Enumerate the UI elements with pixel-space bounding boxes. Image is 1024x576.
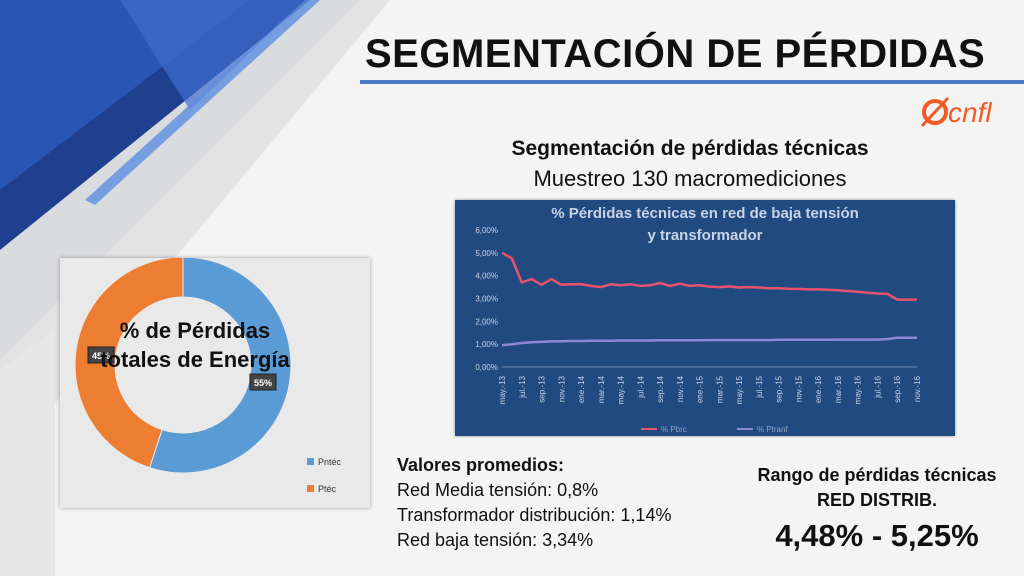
series-line <box>501 251 917 301</box>
data-label-box <box>249 373 277 391</box>
x-tick-label: mar.-15 <box>715 375 724 403</box>
legend-label: % Ptranf <box>757 425 788 434</box>
data-label-box <box>87 346 115 364</box>
donut-chart: 55% 45% Pntéc Ptéc <box>60 258 370 508</box>
y-tick-label: 2,00% <box>475 317 498 326</box>
slide-title: SEGMENTACIÓN DE PÉRDIDAS <box>365 32 986 76</box>
donut-chart-svg: 55% 45% Pntéc Ptéc <box>74 258 342 494</box>
legend-label: Ptéc <box>318 484 337 494</box>
donut-slice <box>74 258 184 469</box>
title-underline <box>360 80 1024 84</box>
range-title: Rango de pérdidas técnicas RED DISTRIB. <box>757 465 997 510</box>
y-tick-label: 5,00% <box>475 249 498 258</box>
x-tick-label: ene.-15 <box>696 375 705 403</box>
x-tick-label: sep.-13 <box>538 375 547 402</box>
section-title: Segmentación de pérdidas técnicas <box>511 137 869 160</box>
average-item: Red baja tensión: 3,34% <box>397 530 594 550</box>
line-chart-title: % Pérdidas técnicas en red de baja tensi… <box>551 205 859 222</box>
y-tick-label: 3,00% <box>475 295 498 304</box>
section-subtitle: Muestreo 130 macromediciones <box>533 166 847 191</box>
x-tick-label: may.-13 <box>498 375 507 404</box>
x-tick-label: jul.-13 <box>518 375 527 398</box>
data-label: 45% <box>92 351 110 361</box>
averages-title: Valores promedios: <box>397 455 565 475</box>
x-tick-label: sep.-14 <box>656 375 665 402</box>
legend-swatch <box>307 485 314 492</box>
legend-label: Pntéc <box>318 457 342 467</box>
line-chart-title: y transformador <box>647 227 762 244</box>
x-tick-label: nov.-16 <box>913 375 922 402</box>
average-item: Transformador distribución: 1,14% <box>397 505 672 525</box>
averages-block: Valores promedios: Red Media tensión: 0,… <box>397 455 757 553</box>
donut-slice <box>148 258 292 474</box>
x-tick-label: sep.-16 <box>893 375 902 402</box>
svg-text:cnfl: cnfl <box>948 97 992 128</box>
legend-label: % Pbrc <box>661 425 687 434</box>
x-tick-label: jul.-16 <box>873 375 882 398</box>
y-tick-label: 6,00% <box>475 226 498 235</box>
x-tick-label: ene.-14 <box>577 375 586 403</box>
x-tick-label: ene.-16 <box>814 375 823 403</box>
x-tick-label: jul.-14 <box>636 375 645 398</box>
cnfl-logo: cnfl <box>920 96 992 128</box>
average-item: Red Media tensión: 0,8% <box>397 480 599 500</box>
x-tick-label: sep.-15 <box>775 375 784 402</box>
x-tick-label: mar.-14 <box>597 375 606 403</box>
x-tick-label: may.-15 <box>735 375 744 404</box>
x-tick-label: nov.-15 <box>794 375 803 402</box>
y-tick-label: 0,00% <box>475 363 498 372</box>
x-tick-label: may.-14 <box>617 375 626 404</box>
x-tick-label: mar.-16 <box>834 375 843 403</box>
line-chart: % Pérdidas técnicas en red de baja tensi… <box>455 200 955 436</box>
range-value: 4,48% - 5,25% <box>775 518 979 553</box>
x-tick-label: may.-16 <box>854 375 863 404</box>
y-tick-label: 1,00% <box>475 340 498 349</box>
legend-swatch <box>307 458 314 465</box>
donut-chart-title: % de Pérdidas totales de Energía <box>100 318 290 372</box>
x-tick-label: jul.-15 <box>755 375 764 398</box>
y-tick-label: 4,00% <box>475 272 498 281</box>
x-tick-label: nov.-13 <box>557 375 566 402</box>
x-tick-label: nov.-14 <box>676 375 685 402</box>
series-line <box>501 336 917 347</box>
line-chart-svg: % Pérdidas técnicas en red de baja tensi… <box>475 205 922 434</box>
data-label: 55% <box>254 378 272 388</box>
